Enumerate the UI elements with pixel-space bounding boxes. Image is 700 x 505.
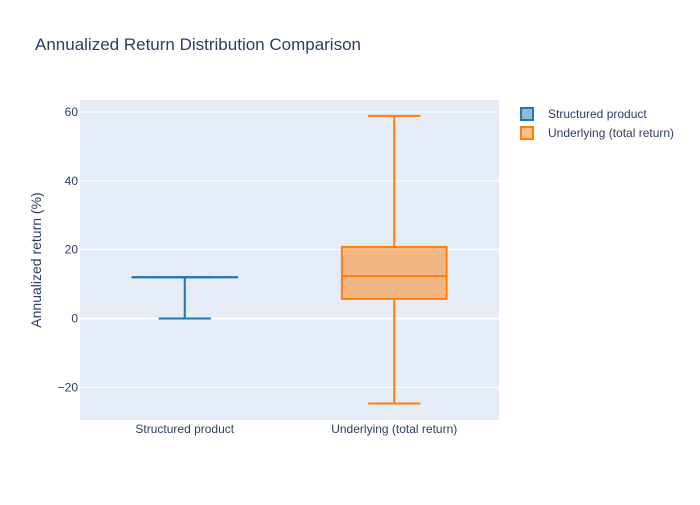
legend-swatch [521,108,533,120]
legend[interactable]: Structured product Underlying (total retu… [521,107,674,140]
y-axis-title: Annualized return (%) [28,192,44,327]
x-tick-label: Structured product [135,422,234,436]
x-tick-label: Underlying (total return) [331,422,457,436]
legend-label: Structured product [548,107,647,121]
y-axis-ticks: −20 0 20 40 60 [58,105,79,394]
y-tick-label: 40 [65,174,79,188]
y-tick-label: 0 [71,311,78,325]
legend-label: Underlying (total return) [548,126,674,140]
chart-title: Annualized Return Distribution Compariso… [35,35,361,54]
box-iqr [342,247,447,299]
legend-item[interactable]: Structured product [521,107,647,121]
legend-item[interactable]: Underlying (total return) [521,126,674,140]
y-tick-label: 20 [65,243,79,257]
x-axis-ticks: Structured product Underlying (total retu… [135,422,457,436]
y-tick-label: 60 [65,105,79,119]
y-tick-label: −20 [58,380,79,394]
legend-swatch [521,127,533,139]
